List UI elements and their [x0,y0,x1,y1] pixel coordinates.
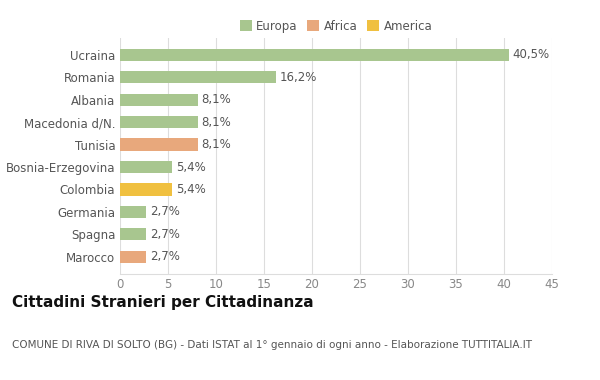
Bar [120,250,146,263]
Bar [120,116,198,128]
Bar [120,49,509,61]
Text: 8,1%: 8,1% [202,93,232,106]
Text: 5,4%: 5,4% [176,160,205,174]
Bar [120,228,146,241]
Legend: Europa, Africa, America: Europa, Africa, America [238,17,434,35]
Text: 40,5%: 40,5% [512,48,550,62]
Bar [120,138,198,151]
Text: Cittadini Stranieri per Cittadinanza: Cittadini Stranieri per Cittadinanza [12,294,314,309]
Text: 8,1%: 8,1% [202,116,232,129]
Text: 2,7%: 2,7% [150,250,179,263]
Bar [120,93,198,106]
Text: 2,7%: 2,7% [150,228,179,241]
Text: 8,1%: 8,1% [202,138,232,151]
Bar [120,71,275,84]
Bar [120,161,172,173]
Text: 2,7%: 2,7% [150,205,179,218]
Text: 5,4%: 5,4% [176,183,205,196]
Text: 16,2%: 16,2% [280,71,317,84]
Text: COMUNE DI RIVA DI SOLTO (BG) - Dati ISTAT al 1° gennaio di ogni anno - Elaborazi: COMUNE DI RIVA DI SOLTO (BG) - Dati ISTA… [12,340,532,350]
Bar [120,183,172,196]
Bar [120,206,146,218]
